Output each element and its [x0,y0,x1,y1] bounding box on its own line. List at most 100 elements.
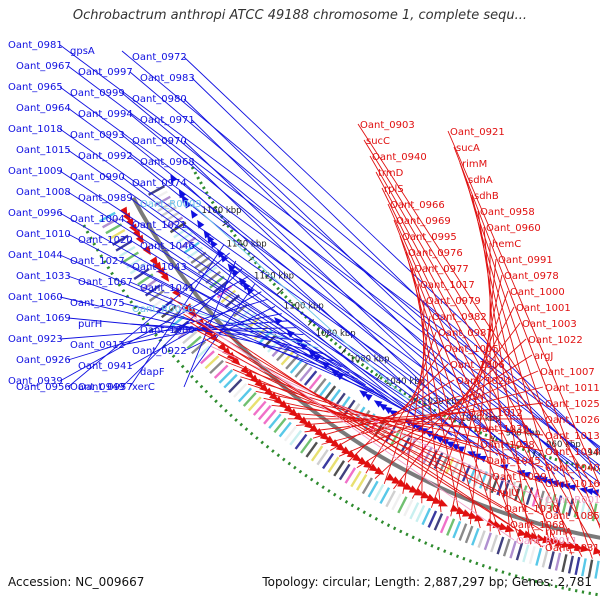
tick-dot [298,469,303,474]
tick-dot [374,517,378,521]
outer-feature-block [594,560,600,579]
outer-feature-block [403,499,414,517]
tick-dot [137,311,142,315]
gene-label: Oant_0976 [408,248,463,259]
forward-cds-arrow [550,480,560,487]
leader-line [232,368,491,477]
tick-dot [287,299,292,303]
leader-line [402,315,431,494]
tick-dot [475,561,479,566]
tick-dot [199,181,203,185]
tick-dot [554,584,558,589]
outer-feature-block [316,449,329,466]
tick-dot [102,260,107,264]
forward-cds-arrow [378,403,388,411]
leader-line [183,182,471,445]
tick-dot [284,295,288,299]
forward-cds-arrow [227,263,236,272]
leader-line [121,260,375,391]
outer-feature-block [515,542,524,561]
outer-feature-block [294,433,308,450]
gene-labels: Oant_0981 gpsA Oant_0972 Oant_0967 Oant_0997… [8,40,600,554]
leader-line [121,218,426,423]
tick-dot [204,191,209,195]
gene-label: Oant_R0016 [132,304,194,315]
tick-dot [521,576,525,580]
leader-line [321,386,544,445]
gene-label: Oant_0993 [70,130,125,141]
outer-feature-block [350,470,362,488]
forward-cds-arrow [190,209,198,219]
tick-dot [411,535,415,540]
gene-label: Oant_0992 [78,151,133,162]
gene-label: sdhB [474,191,499,202]
reverse-cds-arrow [314,427,325,437]
gene-label: Oant_1012 [468,408,523,419]
tick-dot [587,466,591,470]
outer-feature-block [509,540,517,559]
leader-line [304,402,544,433]
reverse-cds-arrow [135,234,144,245]
gene-label: Oant_0966 [390,200,445,211]
outer-feature-block [305,441,318,458]
tick-dot [234,418,238,422]
tick-dot [304,473,308,478]
leader-line [255,390,544,452]
tick-dot [436,546,440,551]
leader-line [183,306,276,352]
inner-feature-block [220,289,237,304]
gene-label: Oant_0996 [8,208,63,219]
outer-feature-block [574,556,581,576]
tick-dot [332,492,337,497]
outer-feature-block [409,502,420,520]
outer-feature-block [338,463,351,481]
gene-label: rplU [498,488,519,499]
leader-line [447,130,600,487]
leader-line [383,331,437,484]
label-leader-lines [59,44,600,559]
gene-label: Oant_1085 [545,511,600,522]
tick-dot [484,433,488,437]
reverse-cds-arrow [217,342,227,352]
gene-label: Oant_0979 [426,296,481,307]
outer-feature-block [310,445,324,462]
inner-feature-block [579,500,586,519]
gene-label: Oant_0983 [140,73,195,84]
tick-dot [321,485,325,490]
tick-dot [257,265,262,269]
reverse-cds-arrow [486,518,497,526]
outer-feature-block [148,289,165,302]
tick-dot [106,265,111,270]
gene-label: Oant_1069 [16,313,71,324]
gene-label: Oant_1045 [486,456,541,467]
inner-feature-block [294,362,309,378]
gene-label: Oant_1007 [540,367,595,378]
forward-cds-arrow [434,436,444,443]
inner-feature-block [308,374,322,390]
gene-label: Oant_0941 [78,361,133,372]
tick-dot [287,461,292,466]
outer-feature-block [464,525,474,544]
forward-cds-arrow [440,438,449,446]
tick-dot [309,477,314,482]
tick-dot [209,394,213,399]
gene-label: Oant_0956 [16,382,71,393]
gene-label: Oant_0903 [360,120,415,131]
tick-dot [180,364,185,369]
tick-dot [229,413,233,418]
outer-feature-block [108,228,126,241]
tick-dot [249,431,254,436]
forward-cds-arrow [170,173,178,183]
inner-feature-block [166,216,184,228]
gene-label: rplS [384,184,404,195]
gene-label: Oant_1080 [140,325,195,336]
gene-label: Oant_0978 [504,271,559,282]
reverse-cds-arrow [523,530,534,539]
tick-dot [193,171,198,175]
gene-label: Oant_0971 [140,115,195,126]
leader-line [312,395,461,439]
outer-feature-block [283,425,297,442]
tick-dot [501,570,505,574]
tick-dot [236,238,241,242]
tick-dot [271,449,275,453]
